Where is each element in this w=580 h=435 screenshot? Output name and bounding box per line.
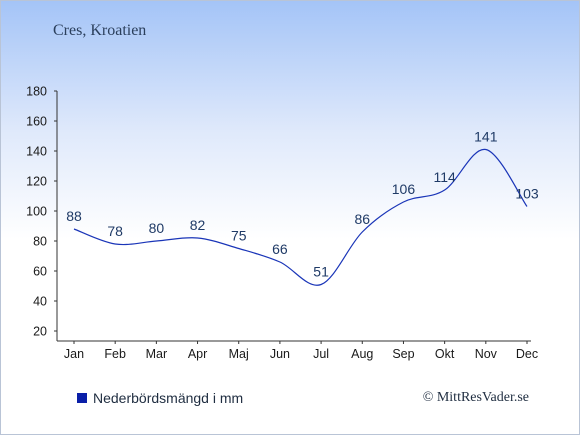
data-label: 106 xyxy=(392,181,416,197)
data-label: 114 xyxy=(433,169,456,185)
data-label: 82 xyxy=(190,217,206,233)
data-labels: 88 78 80 82 75 66 51 86 106 114 141 103 xyxy=(66,129,539,280)
y-tick-label: 60 xyxy=(33,265,47,279)
x-tick-label: Feb xyxy=(104,347,126,361)
data-label: 103 xyxy=(515,186,539,202)
y-tick-label: 40 xyxy=(33,295,47,309)
x-tick-label: Dec xyxy=(516,347,538,361)
legend: Nederbördsmängd i mm xyxy=(77,390,243,406)
x-tick-label: Nov xyxy=(475,347,498,361)
x-tick-label: Aug xyxy=(351,347,373,361)
x-tick-label: Mar xyxy=(146,347,168,361)
y-tick-label: 20 xyxy=(33,325,47,339)
x-ticks: Jan Feb Mar Apr Maj Jun Jul Aug Sep Okt Nov Dec xyxy=(64,341,538,361)
data-label: 86 xyxy=(354,211,370,227)
data-label: 66 xyxy=(272,241,288,257)
data-label: 141 xyxy=(474,129,498,145)
x-tick-label: Jan xyxy=(64,347,84,361)
data-label: 88 xyxy=(66,208,82,224)
y-tick-label: 120 xyxy=(26,175,47,189)
y-tick-label: 140 xyxy=(26,145,47,159)
x-tick-label: Okt xyxy=(435,347,455,361)
chart-title: Cres, Kroatien xyxy=(53,22,147,39)
x-tick-label: Jun xyxy=(270,347,290,361)
axes xyxy=(56,91,531,342)
x-tick-label: Sep xyxy=(392,347,414,361)
x-tick-label: Maj xyxy=(229,347,249,361)
x-tick-label: Apr xyxy=(188,347,207,361)
data-label: 75 xyxy=(231,228,247,244)
y-tick-label: 160 xyxy=(26,115,47,129)
y-tick-label: 80 xyxy=(33,235,47,249)
series-line-precipitation xyxy=(73,148,528,286)
data-label: 80 xyxy=(149,220,165,236)
legend-swatch xyxy=(77,393,87,403)
y-ticks: 20 40 60 80 100 120 140 160 180 xyxy=(26,85,57,339)
data-label: 78 xyxy=(107,223,123,239)
x-tick-label: Jul xyxy=(313,347,329,361)
y-tick-label: 100 xyxy=(26,205,47,219)
data-label: 51 xyxy=(313,264,329,280)
y-tick-label: 180 xyxy=(26,85,47,99)
credit-text: © MittResVader.se xyxy=(422,390,529,405)
legend-label: Nederbördsmängd i mm xyxy=(93,390,244,406)
